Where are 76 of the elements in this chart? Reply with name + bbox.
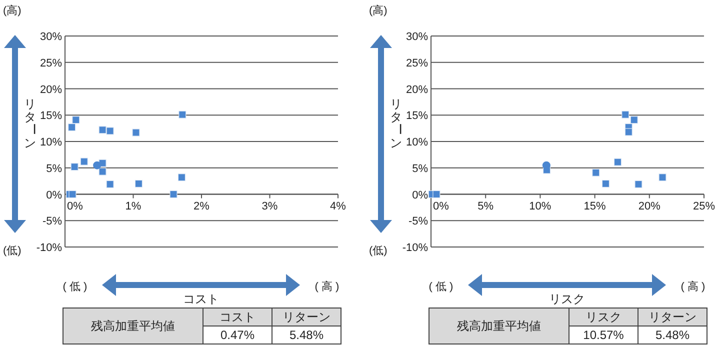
point	[68, 123, 76, 132]
x-tick-label: 4%	[330, 200, 346, 212]
text: リスク	[586, 310, 622, 324]
text: 10.57%	[583, 328, 624, 342]
point	[98, 168, 106, 176]
text: ( 低 )	[428, 281, 454, 293]
y-tick-label: -10%	[36, 242, 62, 254]
x-tick-label: 2%	[194, 200, 210, 212]
x-tick-label: 15%	[584, 200, 606, 212]
point	[178, 110, 186, 118]
y-tick-label: 30%	[40, 31, 62, 43]
point	[178, 174, 186, 182]
point	[614, 158, 622, 166]
y-tick-label: -10%	[402, 242, 428, 254]
y-tick-label: -5%	[42, 216, 62, 228]
text: (低)	[369, 245, 388, 257]
text: 0.47%	[220, 328, 255, 342]
point	[93, 161, 102, 170]
y-tick-label: 15%	[40, 110, 62, 122]
y-tick-label: 5%	[412, 162, 428, 175]
text: (低)	[3, 245, 22, 257]
text: 残高加重平均値	[457, 319, 541, 333]
point	[432, 190, 440, 198]
point	[106, 127, 114, 135]
point	[602, 180, 610, 188]
text: (高)	[3, 4, 22, 17]
point	[622, 110, 630, 118]
x-axis-title: コスト	[183, 292, 219, 306]
y-tick-label: 25%	[406, 57, 428, 70]
point	[542, 161, 550, 170]
y-tick-label: 15%	[406, 110, 428, 122]
point	[634, 180, 642, 188]
point	[68, 190, 76, 198]
point	[132, 128, 140, 136]
point	[134, 180, 143, 188]
y-tick-label: 20%	[406, 84, 428, 96]
text: 残高加重平均値	[91, 319, 175, 333]
x-tick-label: 10%	[529, 200, 552, 212]
point	[170, 190, 178, 198]
y-tick-label: 20%	[40, 84, 62, 96]
y-tick-label: 10%	[40, 136, 62, 148]
y-tick-label: 25%	[40, 57, 62, 70]
x-tick-label: 1%	[125, 200, 142, 212]
y-axis-title: リターン	[24, 97, 41, 150]
point	[98, 126, 106, 134]
point	[624, 128, 632, 136]
y-tick-label: 0%	[412, 189, 428, 202]
x-axis-title: リスク	[549, 292, 585, 306]
text: ( 高 )	[314, 280, 340, 293]
text: 5.48%	[289, 328, 324, 342]
y-tick-label: 30%	[406, 31, 428, 43]
y-tick-label: 10%	[406, 136, 428, 148]
text: ( 高 )	[680, 280, 706, 293]
x-tick-label: 3%	[262, 200, 278, 212]
point	[106, 180, 114, 188]
x-tick-label: 20%	[638, 200, 661, 212]
point	[80, 158, 88, 166]
x-tick-label: 0%	[433, 200, 450, 212]
x-tick-label: 5%	[478, 200, 494, 212]
y-axis-title: リターン	[390, 97, 407, 150]
point	[658, 174, 666, 182]
y-tick-label: 0%	[46, 189, 62, 202]
point	[72, 116, 80, 124]
x-tick-label: 0%	[67, 200, 84, 212]
y-tick-label: -5%	[408, 216, 428, 228]
text: コスト	[220, 310, 256, 324]
x-tick-label: 25%	[692, 200, 716, 212]
text: ( 低 )	[62, 281, 88, 293]
point	[630, 116, 638, 124]
text: リターン	[282, 310, 330, 324]
text: (高)	[369, 4, 388, 17]
point	[70, 163, 78, 171]
text: 5.48%	[655, 328, 690, 342]
text: リターン	[648, 310, 696, 324]
point	[592, 168, 600, 176]
y-tick-label: 5%	[46, 162, 62, 175]
